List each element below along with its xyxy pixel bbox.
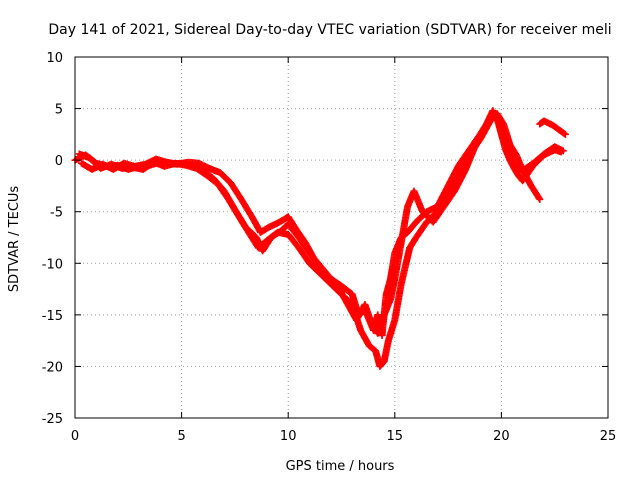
y-tick-label: -5 <box>50 206 63 221</box>
y-tick-label: -15 <box>42 309 63 324</box>
y-tick-label: 10 <box>46 51 63 66</box>
series-group <box>71 107 569 370</box>
data-point <box>559 147 567 155</box>
chart-title: Day 141 of 2021, Sidereal Day-to-day VTE… <box>48 22 611 38</box>
x-tick-label: 20 <box>493 429 510 444</box>
data-point <box>536 195 544 203</box>
x-axis-label: GPS time / hours <box>286 459 395 474</box>
x-tick-labels: 0 5 10 15 20 25 <box>71 429 616 444</box>
series-late-segment <box>536 117 569 138</box>
x-tick-label: 25 <box>600 429 617 444</box>
data-point <box>561 130 569 138</box>
y-tick-labels: -25 -20 -15 -10 -5 0 5 10 <box>42 51 63 427</box>
x-tick-label: 15 <box>387 429 404 444</box>
x-tick-label: 0 <box>71 429 79 444</box>
x-tick-label: 10 <box>280 429 297 444</box>
series-track-c <box>77 110 544 337</box>
x-tick-label: 5 <box>177 429 185 444</box>
y-tick-label: 5 <box>55 103 63 118</box>
data-point <box>535 194 543 202</box>
plot-frame <box>74 56 609 419</box>
y-axis-label: SDTVAR / TECUs <box>7 186 22 293</box>
tick-marks <box>74 56 609 419</box>
y-tick-label: 0 <box>55 154 63 169</box>
y-tick-label: -10 <box>42 257 63 272</box>
y-tick-label: -20 <box>42 360 63 375</box>
grid <box>75 57 608 418</box>
series-track-a <box>71 107 565 339</box>
y-tick-label: -25 <box>42 412 63 427</box>
series-track-b <box>75 110 567 370</box>
